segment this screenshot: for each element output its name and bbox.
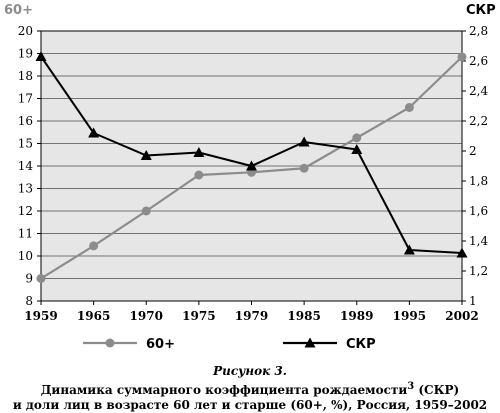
legend: 60+ СКР xyxy=(83,337,376,352)
x-tick-label: 1979 xyxy=(235,309,268,323)
caption-line-1-end: (СКР) xyxy=(414,383,460,397)
left-tick-label: 11 xyxy=(18,227,33,241)
data-point xyxy=(403,244,415,255)
legend-marker xyxy=(105,338,115,348)
caption-line-2: и доли лиц в возрасте 60 лет и старше (6… xyxy=(12,398,488,412)
caption-footnote-mark: 3 xyxy=(407,381,415,392)
x-tick-label: 1965 xyxy=(77,309,110,323)
legend-item-2: СКР xyxy=(283,337,376,352)
left-tick-label: 15 xyxy=(18,137,33,151)
x-tick-label: 1985 xyxy=(287,309,320,323)
series-layer xyxy=(35,51,468,283)
series-2 xyxy=(35,51,468,258)
data-point xyxy=(404,103,414,112)
x-axis-ticks: 1959 1965 1970 1975 1979 1985 1989 1995 2002 xyxy=(24,301,479,323)
x-tick-label: 2002 xyxy=(445,309,478,323)
right-tick-label: 2,8 xyxy=(469,24,488,38)
grid-lines xyxy=(41,53,462,279)
right-axis-ticks: 1 1,2 1,4 1,6 1,8 2 2,2 2,4 2,6 2,8 xyxy=(462,24,488,308)
data-point xyxy=(352,133,362,143)
figure-caption: Рисунок 3. Динамика суммарного коэффицие… xyxy=(0,364,500,413)
left-tick-label: 13 xyxy=(18,182,33,196)
left-tick-label: 20 xyxy=(18,24,33,38)
data-point xyxy=(299,163,309,173)
data-point xyxy=(35,51,47,61)
right-tick-label: 1,6 xyxy=(469,204,488,218)
left-tick-label: 17 xyxy=(18,92,33,106)
left-tick-label: 18 xyxy=(18,69,33,83)
right-tick-label: 1 xyxy=(469,294,477,308)
x-tick-label: 1959 xyxy=(24,309,57,323)
legend-label: СКР xyxy=(346,337,376,352)
legend-label: 60+ xyxy=(146,337,175,352)
x-tick-label: 1989 xyxy=(340,309,373,323)
data-point xyxy=(298,136,310,147)
right-tick-label: 2,2 xyxy=(469,114,488,128)
right-tick-label: 2 xyxy=(469,144,477,158)
series-1 xyxy=(36,52,467,283)
data-point xyxy=(89,241,99,251)
left-tick-label: 10 xyxy=(18,249,33,263)
figure-number: Рисунок 3. xyxy=(213,364,287,378)
left-axis-title: 60+ xyxy=(4,3,33,18)
data-point xyxy=(351,144,363,154)
right-tick-label: 2,4 xyxy=(469,84,488,98)
left-tick-label: 9 xyxy=(25,272,33,286)
x-tick-label: 1970 xyxy=(130,309,163,323)
data-point xyxy=(194,170,204,180)
data-point xyxy=(141,206,151,216)
left-tick-label: 14 xyxy=(18,159,34,173)
right-tick-label: 1,2 xyxy=(469,264,488,278)
x-tick-label: 1975 xyxy=(182,309,215,323)
data-point xyxy=(88,127,100,138)
right-tick-label: 1,8 xyxy=(469,174,488,188)
left-tick-label: 8 xyxy=(25,294,33,308)
data-point xyxy=(456,247,468,258)
legend-marker xyxy=(304,337,316,348)
caption-line-1: Динамика суммарного коэффициента рождаем… xyxy=(40,383,408,397)
legend-item-1: 60+ xyxy=(83,337,175,352)
left-tick-label: 12 xyxy=(18,204,33,218)
left-axis-ticks: 8 9 10 11 12 13 14 15 16 17 18 19 20 xyxy=(18,24,41,308)
data-point xyxy=(193,147,205,157)
right-axis-title: СКР xyxy=(466,3,496,18)
data-point xyxy=(140,150,152,160)
left-tick-label: 19 xyxy=(18,47,33,61)
left-tick-label: 16 xyxy=(18,114,33,128)
x-tick-label: 1995 xyxy=(393,309,426,323)
data-point xyxy=(457,52,467,62)
data-point xyxy=(246,160,257,171)
data-point xyxy=(36,274,46,283)
right-tick-label: 2,6 xyxy=(469,54,488,68)
right-tick-label: 1,4 xyxy=(469,234,488,248)
